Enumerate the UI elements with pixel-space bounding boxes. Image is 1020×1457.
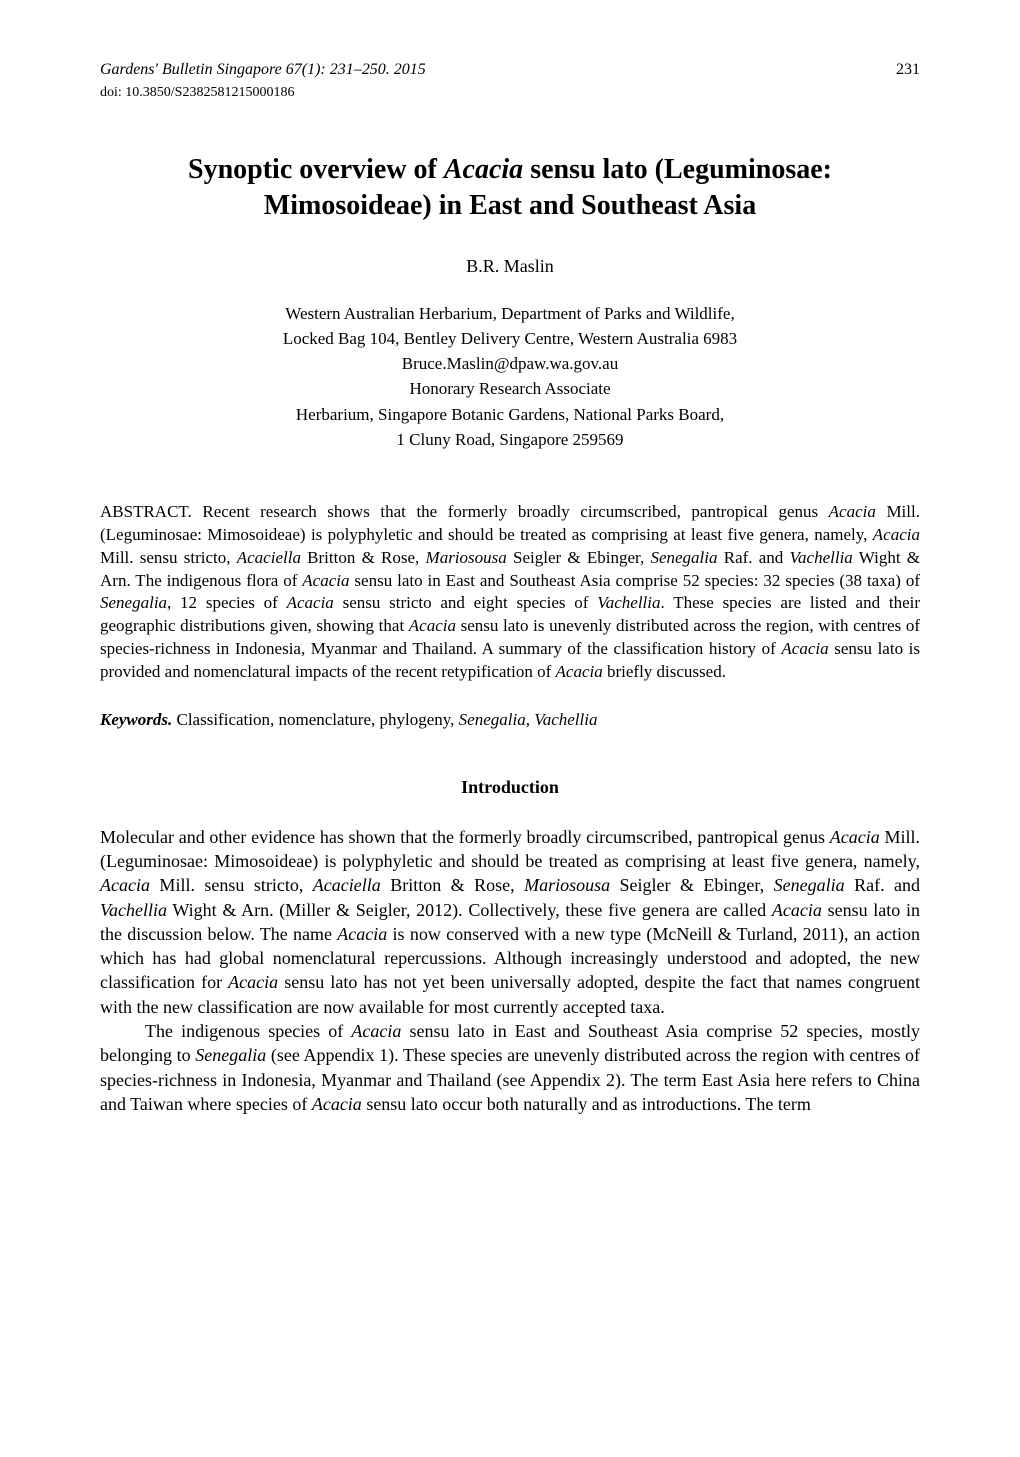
abstract-text: Seigler & Ebinger, <box>507 548 651 567</box>
affiliation-line: Honorary Research Associate <box>100 378 920 400</box>
page-number: 231 <box>896 60 920 81</box>
taxon-name: Acacia <box>287 593 334 612</box>
abstract-text: Mill. sensu stricto, <box>100 548 237 567</box>
body-text: Britton & Rose, <box>381 875 524 895</box>
abstract-text: , 12 species of <box>167 593 287 612</box>
title-genus: Acacia <box>444 154 523 185</box>
taxon-name: Acacia <box>351 1021 401 1041</box>
title-part: Mimosoideae) in East and Southeast Asia <box>264 190 756 221</box>
affiliation-line: Locked Bag 104, Bentley Delivery Centre,… <box>100 328 920 350</box>
abstract-text: sensu lato in East and Southeast Asia co… <box>350 571 921 590</box>
affiliation-block: Western Australian Herbarium, Department… <box>100 303 920 451</box>
body-text: Mill. sensu stricto, <box>150 875 313 895</box>
abstract-text: sensu stricto and eight species of <box>334 593 597 612</box>
body-text: sensu lato occur both naturally and as i… <box>362 1094 811 1114</box>
affiliation-line: Herbarium, Singapore Botanic Gardens, Na… <box>100 404 920 426</box>
body-text: Wight & Arn. (Miller & Seigler, 2012). C… <box>167 900 772 920</box>
taxon-name: Vachellia <box>534 710 597 729</box>
taxon-name: Acacia <box>312 1094 362 1114</box>
body-text: Molecular and other evidence has shown t… <box>100 827 830 847</box>
taxon-name: Senegalia <box>100 593 167 612</box>
title-part: sensu lato (Leguminosae: <box>523 154 832 185</box>
taxon-name: Acaciella <box>313 875 381 895</box>
taxon-name: Vachellia <box>790 548 853 567</box>
doi-line: doi: 10.3850/S2382581215000186 <box>100 84 920 102</box>
abstract-text: Raf. and <box>718 548 790 567</box>
keywords-text: , <box>526 710 535 729</box>
affiliation-email: Bruce.Maslin@dpaw.wa.gov.au <box>100 353 920 375</box>
abstract-label: ABSTRACT <box>100 502 188 521</box>
body-text: Raf. and <box>845 875 920 895</box>
taxon-name: Acacia <box>302 571 349 590</box>
journal-header: Gardens' Bulletin Singapore 67(1): 231–2… <box>100 60 920 81</box>
body-text: The indigenous species of <box>145 1021 351 1041</box>
author-name: B.R. Maslin <box>100 255 920 278</box>
abstract-text: briefly discussed. <box>603 662 726 681</box>
taxon-name: Acacia <box>228 972 278 992</box>
affiliation-line: Western Australian Herbarium, Department… <box>100 303 920 325</box>
keywords-label: Keywords. <box>100 710 172 729</box>
body-paragraph: The indigenous species of Acacia sensu l… <box>100 1019 920 1116</box>
journal-citation: Gardens' Bulletin Singapore 67(1): 231–2… <box>100 60 426 81</box>
taxon-name: Acacia <box>829 502 876 521</box>
taxon-name: Senegalia <box>195 1045 266 1065</box>
taxon-name: Acacia <box>409 616 456 635</box>
taxon-name: Vachellia <box>100 900 167 920</box>
taxon-name: Senegalia <box>774 875 845 895</box>
taxon-name: Senegalia <box>650 548 717 567</box>
body-text: Seigler & Ebinger, <box>610 875 774 895</box>
taxon-name: Acacia <box>781 639 828 658</box>
taxon-name: Acacia <box>337 924 387 944</box>
title-part: Synoptic overview of <box>188 154 444 185</box>
taxon-name: Acacia <box>830 827 880 847</box>
taxon-name: Acacia <box>100 875 150 895</box>
affiliation-line: 1 Cluny Road, Singapore 259569 <box>100 429 920 451</box>
body-paragraph: Molecular and other evidence has shown t… <box>100 825 920 1019</box>
article-title: Synoptic overview of Acacia sensu lato (… <box>100 152 920 225</box>
section-heading: Introduction <box>100 776 920 799</box>
abstract-text: . Recent research shows that the formerl… <box>188 502 829 521</box>
taxon-name: Vachellia <box>597 593 660 612</box>
taxon-name: Acaciella <box>237 548 301 567</box>
abstract-text: Britton & Rose, <box>301 548 426 567</box>
keywords-text: Classification, nomenclature, phylogeny, <box>172 710 458 729</box>
taxon-name: Acacia <box>873 525 920 544</box>
keywords-line: Keywords. Classification, nomenclature, … <box>100 709 920 731</box>
taxon-name: Mariosousa <box>524 875 610 895</box>
taxon-name: Acacia <box>556 662 603 681</box>
taxon-name: Mariosousa <box>426 548 507 567</box>
abstract-paragraph: ABSTRACT. Recent research shows that the… <box>100 501 920 685</box>
taxon-name: Acacia <box>772 900 822 920</box>
taxon-name: Senegalia <box>459 710 526 729</box>
